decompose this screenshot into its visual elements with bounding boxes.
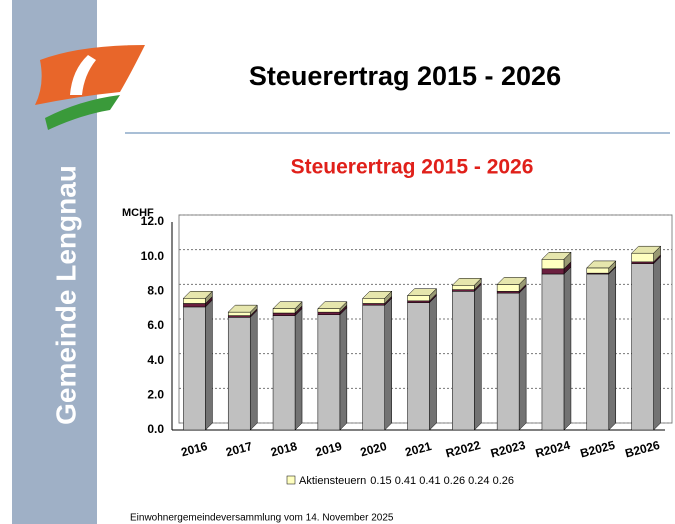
bar-side <box>474 283 482 431</box>
y-tick-label: 2.0 <box>147 388 164 402</box>
x-tick-label: R2023 <box>489 438 527 461</box>
bar-segment <box>586 273 610 431</box>
y-tick-label: 0.0 <box>147 422 164 436</box>
bar-top <box>362 291 393 299</box>
bar-top <box>630 245 662 254</box>
bar-side <box>384 297 392 431</box>
bar-top <box>496 277 527 285</box>
bar-side <box>339 307 348 431</box>
bar-segment <box>452 285 475 290</box>
x-tick-label: 2016 <box>179 439 209 460</box>
y-tick-label: 10.0 <box>141 249 165 263</box>
x-tick-label: B2025 <box>579 438 617 461</box>
bar-top <box>541 252 572 260</box>
x-tick-label: R2022 <box>444 438 482 461</box>
bar-segment <box>317 311 341 315</box>
bar-top <box>317 301 348 309</box>
bar-top <box>272 301 303 309</box>
sidebar-text: Gemeinde Lengnau <box>50 165 81 425</box>
bar-side <box>608 266 617 431</box>
bar-segment <box>272 315 296 431</box>
x-tick-label: 2019 <box>314 439 344 460</box>
bar-side <box>563 266 572 431</box>
bar-segment <box>496 292 520 431</box>
x-tick-label: B2026 <box>623 438 661 461</box>
bar-segment <box>227 317 251 431</box>
bar-top <box>586 260 617 269</box>
bar-segment <box>317 308 341 313</box>
x-tick-label: 2017 <box>224 439 254 460</box>
bar-segment <box>496 291 520 294</box>
bar-segment <box>183 306 206 431</box>
bar-segment <box>227 315 251 318</box>
x-tick-label: 2020 <box>359 439 389 460</box>
slide-title: Steuerertrag 2015 - 2026 <box>249 61 561 91</box>
bar-top <box>406 288 438 296</box>
y-tick-label: 4.0 <box>147 353 164 367</box>
bar-segment <box>407 300 430 303</box>
bar-side <box>518 285 527 431</box>
bar-segment <box>317 314 341 431</box>
bar-segment <box>586 267 610 274</box>
bar-segment <box>452 291 475 431</box>
y-tick-label: 12.0 <box>141 214 165 228</box>
bar-segment <box>362 303 385 306</box>
bar-segment <box>272 308 296 314</box>
bar-segment <box>183 303 206 308</box>
bar-side <box>653 255 661 431</box>
chart-title: Steuerertrag 2015 - 2026 <box>291 156 534 179</box>
legend-swatch <box>286 475 296 485</box>
logo <box>35 45 145 130</box>
legend-label: Aktiensteuern <box>299 475 366 487</box>
bar-side <box>429 294 437 431</box>
bar-segment <box>272 312 296 316</box>
x-tick-label: 2021 <box>404 439 434 460</box>
bar-segment <box>541 273 565 431</box>
bar-segment <box>407 295 430 302</box>
bar-side <box>205 299 213 431</box>
x-tick-label: R2024 <box>534 438 572 461</box>
y-axis-label: MCHF <box>122 207 154 219</box>
bar-top <box>182 291 214 299</box>
bar-segment <box>631 252 654 263</box>
bar-segment <box>496 284 520 292</box>
bar-side <box>249 309 258 431</box>
bar-segment <box>183 298 206 304</box>
bar-segment <box>631 261 654 264</box>
bar-segment <box>362 298 385 304</box>
bar-segment <box>631 263 654 431</box>
legend-note: 0.15 0.41 0.41 0.26 0.24 0.26 <box>370 475 514 487</box>
bar-top <box>227 304 258 313</box>
bar-top <box>451 278 482 286</box>
bar-segment <box>227 311 251 316</box>
y-tick-label: 6.0 <box>147 318 164 332</box>
x-tick-label: 2018 <box>269 439 299 460</box>
y-tick-label: 8.0 <box>147 284 164 298</box>
bar-segment <box>541 259 565 270</box>
bar-segment <box>407 302 430 431</box>
bar-segment <box>541 268 565 275</box>
bar-segment <box>362 304 385 431</box>
bar-side <box>294 307 303 431</box>
footer: Einwohnergemeindeversammlung vom 14. Nov… <box>130 513 394 524</box>
bar-segment <box>452 289 475 292</box>
